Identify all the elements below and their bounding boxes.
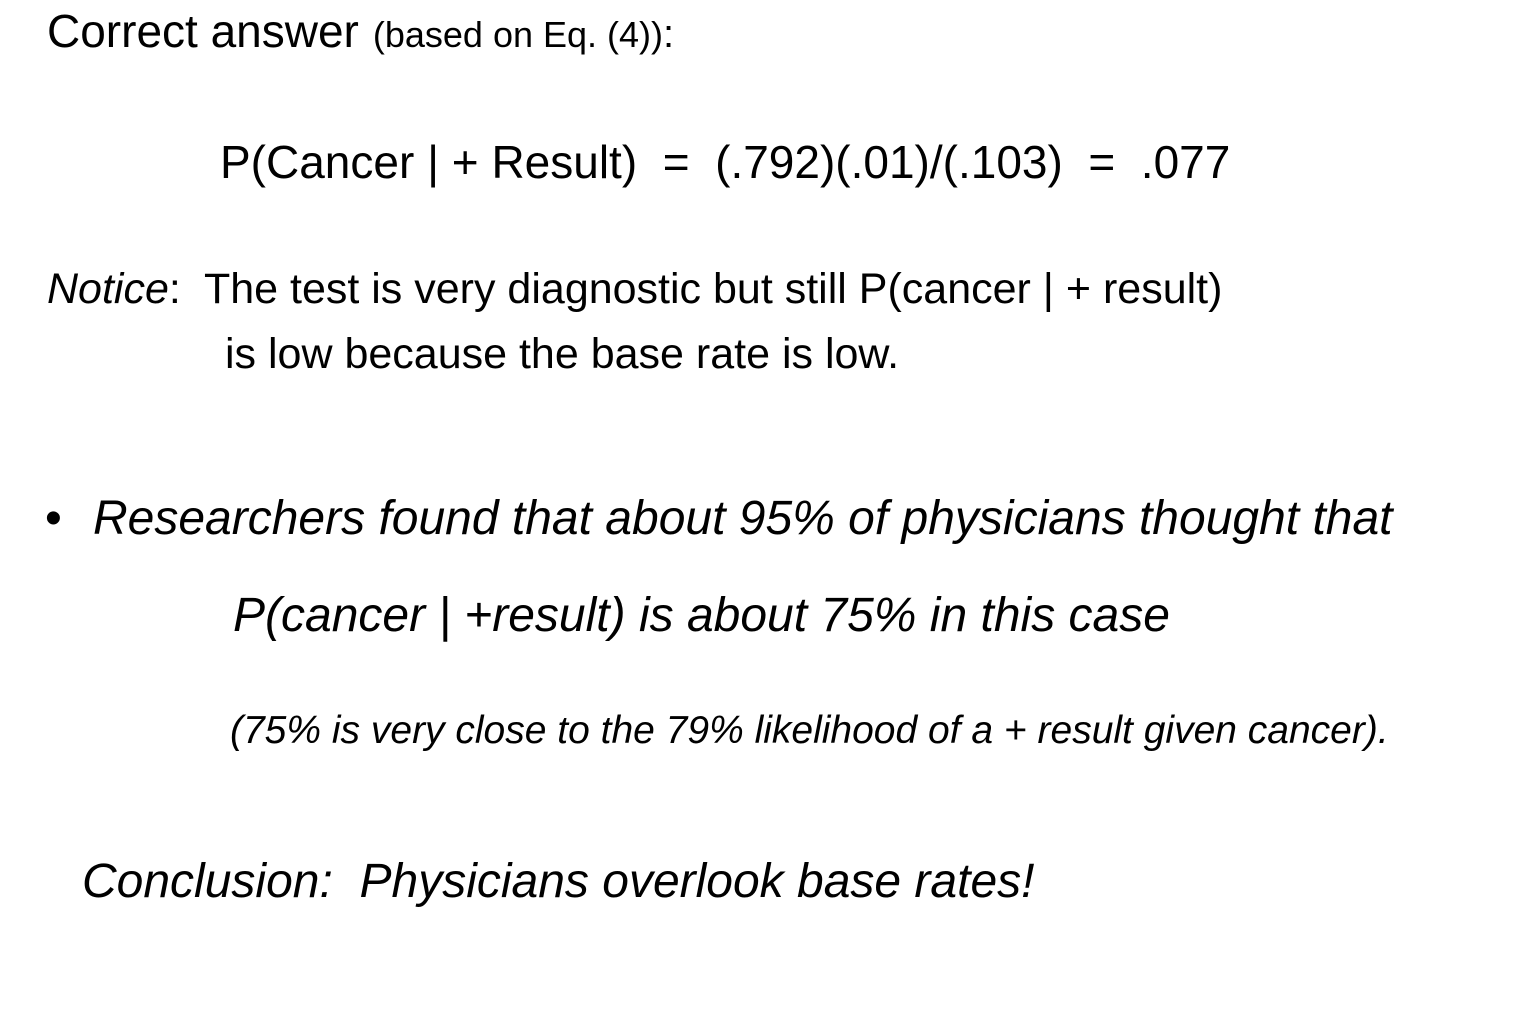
notice-line-1: Notice: The test is very diagnostic but … [47,268,1222,311]
notice-text-1: : The test is very diagnostic but still … [168,265,1223,313]
heading-colon: : [663,12,675,56]
bullet-text-1: Researchers found that about 95% of phys… [93,492,1393,545]
heading-title: Correct answer [47,5,359,57]
bayes-equation: P(Cancer | + Result) = (.792)(.01)/(.103… [220,136,1231,188]
conclusion: Conclusion: Physicians overlook base rat… [82,855,1035,908]
bullet-marker: • [45,492,62,545]
heading-subtitle: (based on Eq. (4)) [372,14,664,55]
bullet-item: • Researchers found that about 95% of phy… [45,495,1393,543]
bullet-text-2: P(cancer | +result) is about 75% in this… [233,589,1170,642]
heading: Correct answer (based on Eq. (4)): [47,8,674,54]
bullet-parenthetical: (75% is very close to the 79% likelihood… [230,709,1389,752]
notice-label: Notice [47,265,169,313]
notice-line-2: is low because the base rate is low. [225,330,900,378]
